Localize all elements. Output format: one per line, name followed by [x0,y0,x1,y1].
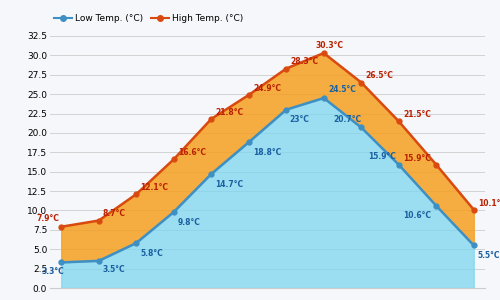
Low Temp. (°C) [471,244,477,247]
Text: 7.9°C: 7.9°C [36,214,59,223]
Line: High Temp. (°C): High Temp. (°C) [59,51,476,229]
Text: 21.5°C: 21.5°C [403,110,431,119]
Text: 16.6°C: 16.6°C [178,148,206,157]
High Temp. (°C) [133,192,139,196]
Legend: Low Temp. (°C), High Temp. (°C): Low Temp. (°C), High Temp. (°C) [50,10,248,26]
Low Temp. (°C) [321,96,327,100]
Low Temp. (°C) [358,126,364,129]
Text: 24.5°C: 24.5°C [328,85,356,94]
Low Temp. (°C) [396,163,402,166]
Text: 5.5°C: 5.5°C [478,251,500,260]
Text: 30.3°C: 30.3°C [316,40,344,50]
Text: 15.9°C: 15.9°C [368,152,396,161]
Text: 23°C: 23°C [289,115,309,124]
Text: 26.5°C: 26.5°C [366,71,394,80]
High Temp. (°C) [58,225,64,229]
Text: 10.1°C: 10.1°C [478,199,500,208]
Text: 12.1°C: 12.1°C [140,183,168,192]
Text: 20.7°C: 20.7°C [334,115,361,124]
High Temp. (°C) [358,81,364,84]
High Temp. (°C) [283,67,289,70]
Low Temp. (°C) [58,261,64,264]
Low Temp. (°C) [208,172,214,176]
Text: 18.8°C: 18.8°C [253,148,281,157]
High Temp. (°C) [471,208,477,211]
High Temp. (°C) [96,219,102,222]
Low Temp. (°C) [283,108,289,112]
Low Temp. (°C) [133,241,139,245]
High Temp. (°C) [171,158,177,161]
High Temp. (°C) [433,163,440,166]
Text: 3.5°C: 3.5°C [103,265,126,274]
Text: 14.7°C: 14.7°C [216,179,244,188]
High Temp. (°C) [396,119,402,123]
Low Temp. (°C) [96,259,102,263]
High Temp. (°C) [246,93,252,97]
Low Temp. (°C) [433,204,440,208]
High Temp. (°C) [321,51,327,55]
Text: 15.9°C: 15.9°C [403,154,431,163]
Line: Low Temp. (°C): Low Temp. (°C) [59,96,476,265]
Low Temp. (°C) [246,140,252,144]
Low Temp. (°C) [171,210,177,214]
Text: 21.8°C: 21.8°C [216,108,244,117]
High Temp. (°C) [208,117,214,121]
Text: 28.3°C: 28.3°C [290,57,318,66]
Text: 3.3°C: 3.3°C [42,266,64,275]
Text: 8.7°C: 8.7°C [103,209,126,218]
Text: 10.6°C: 10.6°C [403,211,431,220]
Text: 5.8°C: 5.8°C [140,248,163,257]
Text: 24.9°C: 24.9°C [253,84,281,93]
Text: 9.8°C: 9.8°C [178,218,201,226]
